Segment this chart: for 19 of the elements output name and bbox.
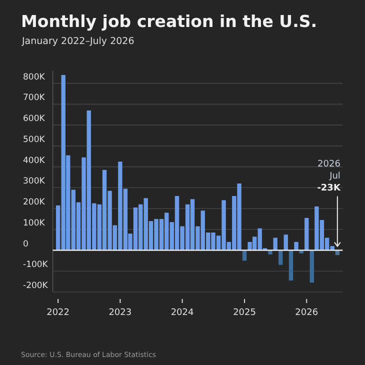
y-tick-label: 0 <box>23 239 28 250</box>
y-tick-label: 800K <box>23 72 46 82</box>
x-tick-label: 2022 <box>46 308 70 318</box>
x-tick-label: 2024 <box>170 308 194 318</box>
y-tick-label: 300K <box>23 176 46 187</box>
y-tick-label: 600K <box>23 114 46 124</box>
y-tick-label: 100K <box>23 218 46 228</box>
y-tick-label: 200K <box>23 198 46 208</box>
y-tick-label: 700K <box>23 93 46 104</box>
y-tick-label: 500K <box>23 134 46 145</box>
x-tick-label: 2025 <box>233 308 256 318</box>
y-tick-label: 400K <box>23 156 46 166</box>
annotation: 2026 Jul -23K <box>317 159 342 194</box>
chart-subtitle: January 2022–July 2026 <box>21 36 134 47</box>
x-tick-label: 2026 <box>295 308 318 318</box>
x-tick-label: 2023 <box>108 308 132 318</box>
y-tick-label: -100K <box>23 260 48 270</box>
chart-title: Monthly job creation in the U.S. <box>21 12 317 31</box>
y-tick-label: -200K <box>23 281 48 291</box>
